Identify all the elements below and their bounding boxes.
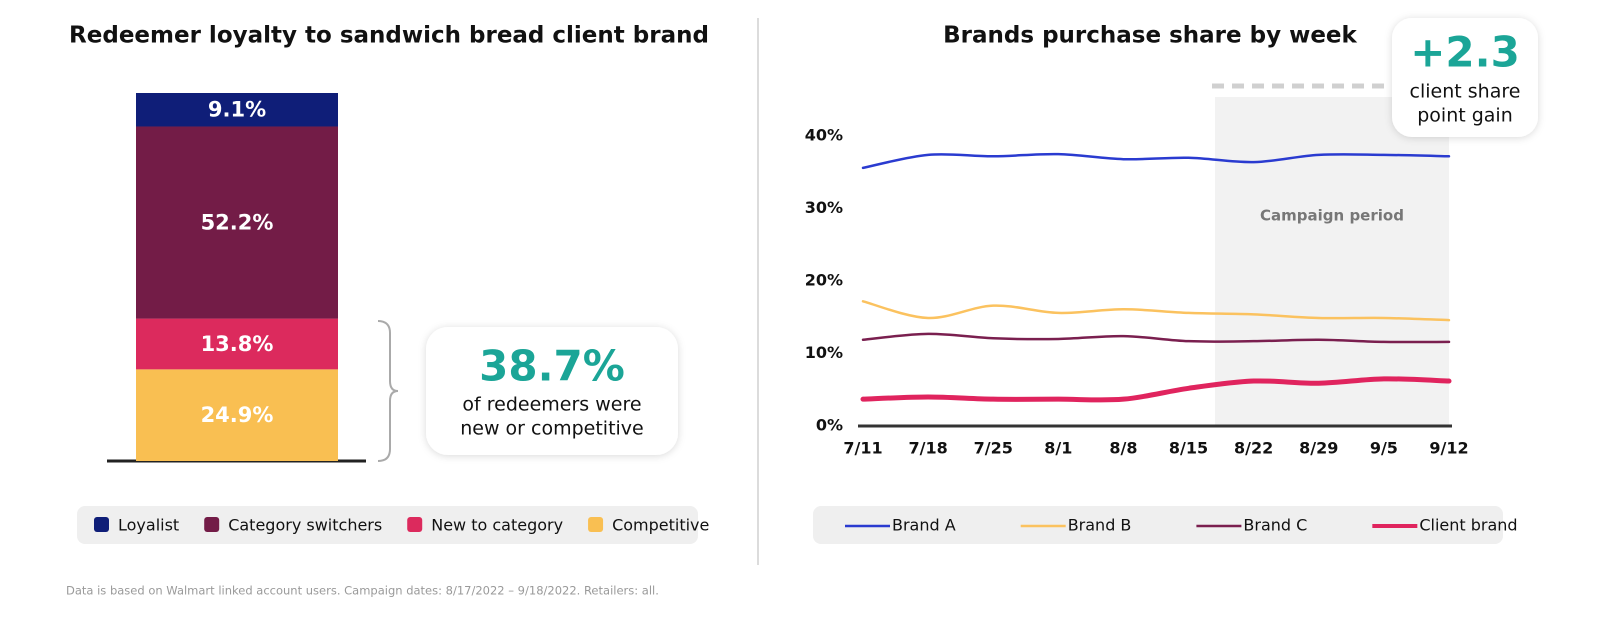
legend-label: Loyalist [118,516,179,535]
brace [377,320,399,462]
data-label: 13.8% [201,332,274,356]
legend-swatch [407,517,423,532]
x-tick-label: 7/11 [843,439,882,458]
x-tick-label: 7/25 [974,439,1013,458]
data-label: 24.9% [201,403,274,427]
legend-label: Brand C [1243,516,1307,535]
bar-segment [136,369,338,461]
bar-segment [136,126,338,319]
callout-box [426,327,678,455]
legend-box [77,506,698,544]
callout-text: of redeemers were [462,394,641,416]
legend-label: Competitive [612,516,709,535]
x-tick-label: 9/5 [1370,439,1398,458]
legend-label: New to category [431,516,563,535]
campaign-shade [1215,97,1449,426]
bar-segment [136,93,338,127]
data-label: 9.1% [208,98,266,122]
y-tick-label: 20% [805,271,843,290]
x-tick-label: 9/12 [1429,439,1468,458]
legend-swatch [204,517,220,532]
legend-label: Brand B [1068,516,1132,535]
x-tick-label: 8/22 [1234,439,1273,458]
shade-label: Campaign period [1260,207,1404,225]
x-tick-label: 7/18 [908,439,947,458]
legend-label: Category switchers [228,516,382,535]
x-tick-label: 8/1 [1044,439,1072,458]
legend-swatch [588,517,604,532]
callout-headline: +2.3 [1410,28,1520,77]
series-line [860,376,1452,403]
legend-label: Client brand [1419,516,1517,535]
data-label: 52.2% [201,211,274,235]
legend-swatch [94,517,109,532]
callout-headline: 38.7% [479,342,625,391]
y-tick-label: 30% [805,198,843,217]
series-line [861,332,1451,344]
callout-text: client share [1410,81,1521,103]
bar-segment [136,318,338,370]
callout-box [1392,18,1538,137]
legend-label: Brand A [892,516,956,535]
series-line [861,300,1451,322]
callout-text: point gain [1417,105,1513,127]
y-tick-label: 10% [805,343,843,362]
callout-text: new or competitive [460,418,644,440]
chart-title: Brands purchase share by week [943,23,1357,49]
legend-box [813,506,1503,544]
y-tick-label: 0% [816,416,843,435]
x-tick-label: 8/15 [1169,439,1208,458]
x-tick-label: 8/8 [1109,439,1137,458]
y-tick-label: 40% [805,126,843,145]
footnote: Data is based on Walmart linked account … [66,584,659,598]
series-line [861,152,1451,170]
x-tick-label: 8/29 [1299,439,1338,458]
chart-title: Redeemer loyalty to sandwich bread clien… [69,23,709,49]
